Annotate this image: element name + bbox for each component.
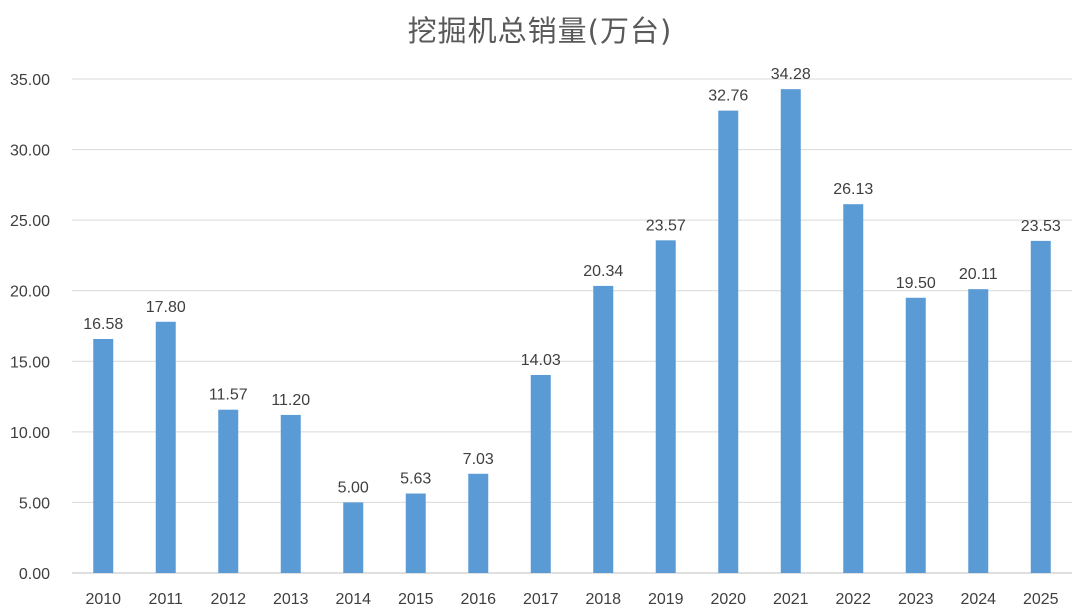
bar-2014	[343, 502, 364, 573]
x-tick-label: 2010	[85, 591, 121, 608]
data-label-2012: 11.57	[209, 387, 248, 404]
data-label-2021: 34.28	[771, 66, 811, 83]
y-axis-tick-labels: 0.00 5.00 10.00 15.00 20.00 25.00 30.00 35.00	[10, 72, 50, 583]
bar-2017	[530, 374, 551, 573]
data-labels-group: 16.58 17.80 11.57 11.20 5.00 5.63 7.03 14.03 20.…	[83, 66, 1061, 496]
x-tick-label: 2021	[773, 591, 809, 608]
bar-2018	[593, 285, 614, 573]
x-tick-label: 2011	[149, 591, 184, 608]
y-gridlines	[72, 78, 1072, 574]
x-tick-label: 2018	[585, 591, 621, 608]
bar-2019	[655, 240, 676, 573]
data-label-2020: 32.76	[708, 88, 748, 105]
bars-group	[93, 89, 1051, 573]
bar-2023	[905, 297, 926, 573]
bar-2021	[780, 89, 801, 573]
chart-title: 挖掘机总销量(万台)	[407, 14, 673, 48]
y-tick-label: 35.00	[10, 72, 50, 89]
y-tick-label: 0.00	[19, 566, 50, 583]
y-tick-label: 5.00	[19, 495, 50, 512]
data-label-2022: 26.13	[833, 181, 873, 198]
x-tick-label: 2022	[835, 591, 871, 608]
bar-2016	[468, 473, 489, 573]
x-tick-label: 2024	[960, 591, 996, 608]
data-label-2017: 14.03	[521, 352, 561, 369]
x-tick-label: 2015	[398, 591, 434, 608]
x-tick-label: 2019	[648, 591, 684, 608]
x-tick-label: 2014	[335, 591, 371, 608]
y-tick-label: 25.00	[10, 213, 50, 230]
bar-2022	[843, 204, 864, 573]
y-tick-label: 20.00	[10, 284, 50, 301]
bar-2013	[280, 414, 301, 573]
data-label-2023: 19.50	[896, 275, 936, 292]
data-label-2025: 23.53	[1021, 218, 1061, 235]
y-tick-label: 10.00	[10, 425, 50, 442]
data-label-2019: 23.57	[646, 217, 686, 234]
data-label-2016: 7.03	[463, 451, 494, 468]
x-axis-tick-labels: 2010 2011 2012 2013 2014 2015 2016 2017 2018 2019…	[85, 591, 1058, 608]
y-tick-label: 30.00	[10, 143, 50, 160]
bar-2011	[155, 321, 176, 573]
data-label-2014: 5.00	[338, 479, 369, 496]
data-label-2024: 20.11	[959, 266, 998, 283]
x-tick-label: 2012	[210, 591, 246, 608]
x-tick-label: 2013	[273, 591, 309, 608]
bar-2020	[718, 110, 739, 573]
data-label-2018: 20.34	[583, 263, 623, 280]
data-label-2013: 11.20	[271, 392, 310, 409]
data-label-2015: 5.63	[400, 471, 431, 488]
bar-2012	[218, 409, 239, 573]
x-tick-label: 2016	[460, 591, 496, 608]
x-tick-label: 2023	[898, 591, 934, 608]
bar-2010	[93, 338, 114, 573]
x-tick-label: 2017	[523, 591, 559, 608]
x-tick-label: 2025	[1023, 591, 1059, 608]
data-label-2011: 17.80	[146, 299, 186, 316]
bar-2015	[405, 493, 426, 573]
bar-2024	[968, 289, 989, 573]
y-tick-label: 15.00	[10, 354, 50, 371]
data-label-2010: 16.58	[83, 316, 123, 333]
x-tick-label: 2020	[710, 591, 746, 608]
bar-2025	[1030, 240, 1051, 573]
